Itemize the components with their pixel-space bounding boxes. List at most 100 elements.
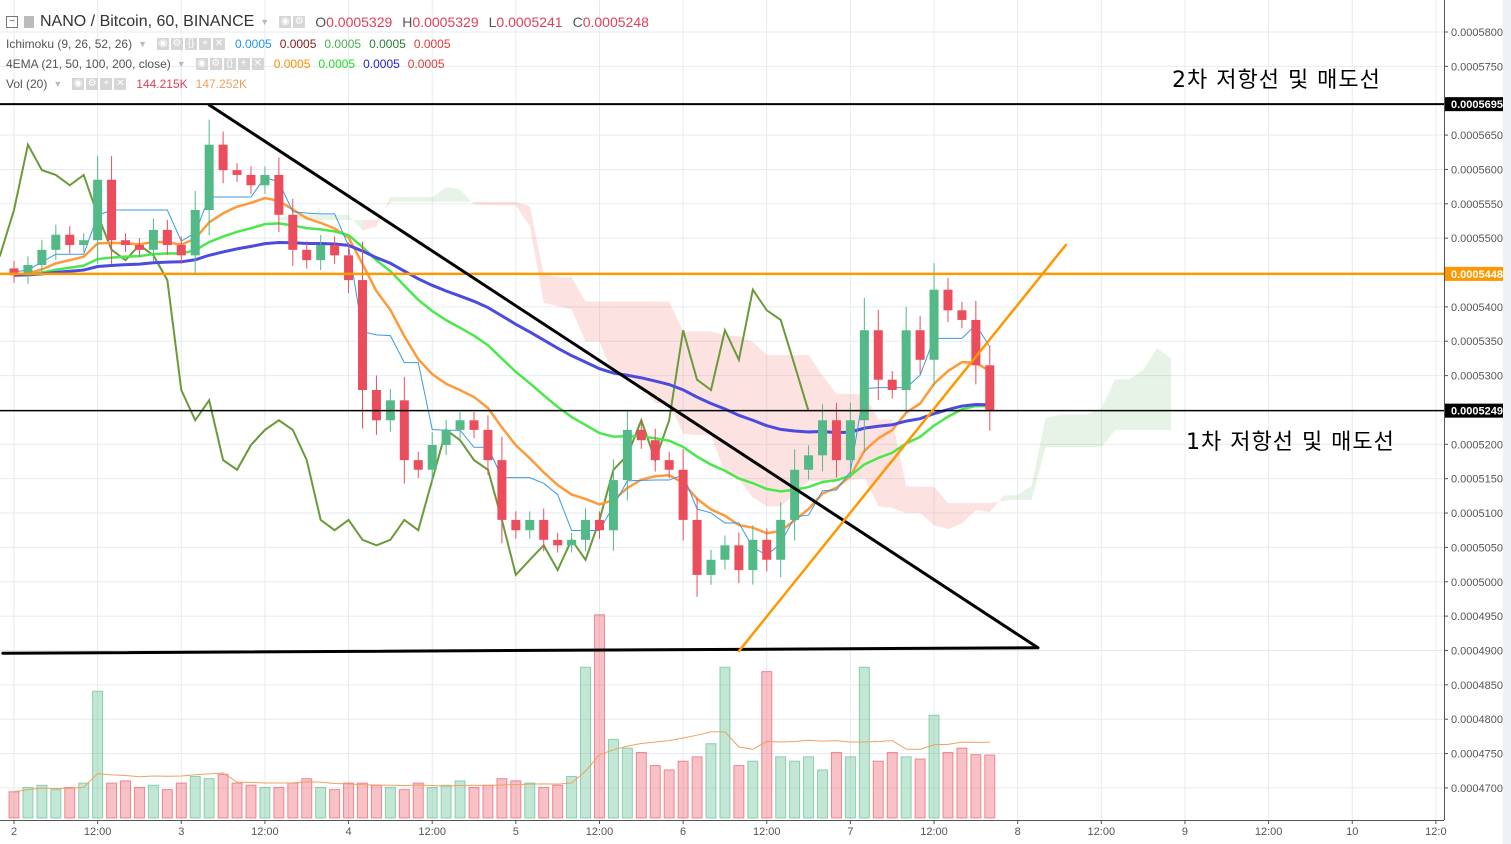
candle-body (581, 519, 591, 540)
symbol-title[interactable]: NANO / Bitcoin, 60, BINANCE (40, 13, 255, 30)
chevron-down-icon[interactable]: ▼ (53, 79, 63, 89)
volume-bar (189, 775, 201, 819)
price-tick-label: 0.0005100 (1451, 508, 1503, 520)
time-tick-label: 12:00 (586, 826, 614, 838)
ohlc-key: H (402, 14, 413, 30)
volume-bar (78, 782, 90, 819)
gear-icon[interactable]: ⚙ (293, 16, 306, 28)
candle-body (511, 519, 521, 531)
visibility-icon[interactable]: ◉ (72, 78, 85, 90)
indicator-value: 0.0005 (369, 37, 406, 51)
visibility-icon[interactable]: ◉ (279, 16, 292, 28)
time-tick-label: 2 (11, 826, 17, 838)
cloud-segment (432, 187, 447, 202)
time-tick-label: 8 (1015, 826, 1021, 838)
support-line[interactable] (1, 646, 1040, 655)
candle-body (260, 174, 270, 186)
indicator-value: 0.0005 (235, 37, 272, 51)
candle-body (344, 255, 354, 281)
price-label-badge (1445, 403, 1503, 418)
ohlc-value: 0.0005248 (582, 14, 649, 30)
drawings[interactable] (0, 103, 1446, 655)
gear-icon[interactable]: ⚙ (86, 78, 99, 90)
indicator-value: 0.0005 (324, 37, 362, 51)
indicator-row: Ichimoku (9, 26, 52, 26) ▼ ◉ ⚙{} + ✕ 0.0005 0.0… (6, 34, 659, 54)
collapse-icon[interactable]: − (6, 16, 18, 28)
cloud-segment (1143, 348, 1158, 431)
close-icon[interactable]: ✕ (251, 58, 264, 70)
chevron-down-icon[interactable]: ▼ (260, 17, 270, 27)
volume-bar (510, 780, 522, 819)
close-icon[interactable]: ✕ (114, 78, 127, 90)
volume-bar (315, 786, 327, 819)
cloud-segment (627, 301, 642, 386)
indicator-value: 0.0005 (273, 57, 311, 71)
gear-icon[interactable]: ⚙ (209, 58, 222, 70)
price-tick-label: 0.0005650 (1451, 130, 1503, 142)
indicator-name[interactable]: Ichimoku (9, 26, 52, 26) (6, 37, 133, 51)
indicator-value: 0.0005 (363, 57, 400, 71)
volume-bar (245, 784, 257, 819)
volume-bar (580, 666, 592, 819)
volume-bar (663, 769, 675, 819)
volume-ma-line (13, 731, 990, 793)
price-label-text: 0.0005448 (1451, 269, 1503, 281)
candle-body (887, 379, 897, 391)
indicator-name[interactable]: Vol (20) (6, 77, 48, 91)
chevron-down-icon[interactable]: ▼ (138, 39, 147, 49)
visibility-icon[interactable]: ◉ (195, 58, 208, 70)
candle-body (776, 519, 786, 560)
candle-body (831, 420, 841, 461)
candle-body (413, 460, 423, 470)
cloud-segment (906, 486, 921, 514)
volume-bar (384, 786, 396, 819)
scrollbar[interactable] (1503, 0, 1511, 844)
volume-bar (147, 784, 159, 819)
plus-icon[interactable]: + (237, 58, 250, 70)
candle-body (748, 539, 758, 571)
time-axis-bg[interactable] (0, 820, 1444, 844)
price-tick-label: 0.0004900 (1451, 645, 1503, 657)
candle-body (845, 420, 855, 461)
plus-icon[interactable]: + (199, 38, 211, 50)
plus-icon[interactable]: + (100, 78, 113, 90)
ohlc-value: 0.0005329 (412, 14, 479, 30)
candle-body (427, 445, 437, 470)
candle-body (23, 264, 33, 276)
candle-body (804, 455, 814, 470)
cloud-segment (362, 219, 377, 231)
cloud-segment (585, 301, 600, 342)
cloud-segment (209, 261, 224, 271)
descending-trendline[interactable] (207, 103, 1040, 650)
candle-body (93, 179, 103, 241)
close-icon[interactable]: ✕ (213, 38, 225, 50)
chikou-span-line (0, 141, 810, 577)
volume-bar (133, 786, 145, 819)
price-tick-label: 0.0005000 (1451, 577, 1503, 589)
cloud-segment (334, 214, 349, 220)
cloud-segment (975, 503, 990, 513)
cloud-segment (989, 495, 1004, 513)
time-tick-label: 10 (1346, 826, 1358, 838)
gear-icon[interactable]: ⚙ (171, 38, 183, 50)
price-axis-bg[interactable] (1444, 0, 1503, 844)
volume-bar (468, 786, 480, 819)
indicator-name[interactable]: 4EMA (21, 50, 100, 200, close) (6, 57, 171, 71)
source-code-icon[interactable]: {} (223, 58, 236, 70)
cloud-segment (599, 301, 614, 376)
price-axis[interactable]: 0.0005800 0.0005750 0.0005650 0.0005600 0.00… (1444, 27, 1503, 795)
chevron-down-icon[interactable]: ▼ (176, 59, 186, 69)
candle-body (51, 234, 61, 250)
ohlc-values: O0.0005329 H0.0005329 L0.0005241 C0.0005248 (315, 12, 659, 32)
source-code-icon[interactable]: {} (185, 38, 197, 50)
candle-body (650, 440, 660, 461)
time-axis[interactable]: 2 12:00 3 12:00 4 12:00 5 12:00 6 12:00 7 12:00 8 12:… (11, 820, 1447, 838)
volume-bar (412, 782, 424, 819)
volume-bar (454, 780, 466, 819)
visibility-icon[interactable]: ◉ (157, 38, 169, 50)
candle-body (594, 519, 604, 531)
ascending-trendline[interactable] (737, 243, 1068, 653)
cloud-segment (418, 197, 433, 202)
time-tick-label: 12:00 (251, 826, 279, 838)
